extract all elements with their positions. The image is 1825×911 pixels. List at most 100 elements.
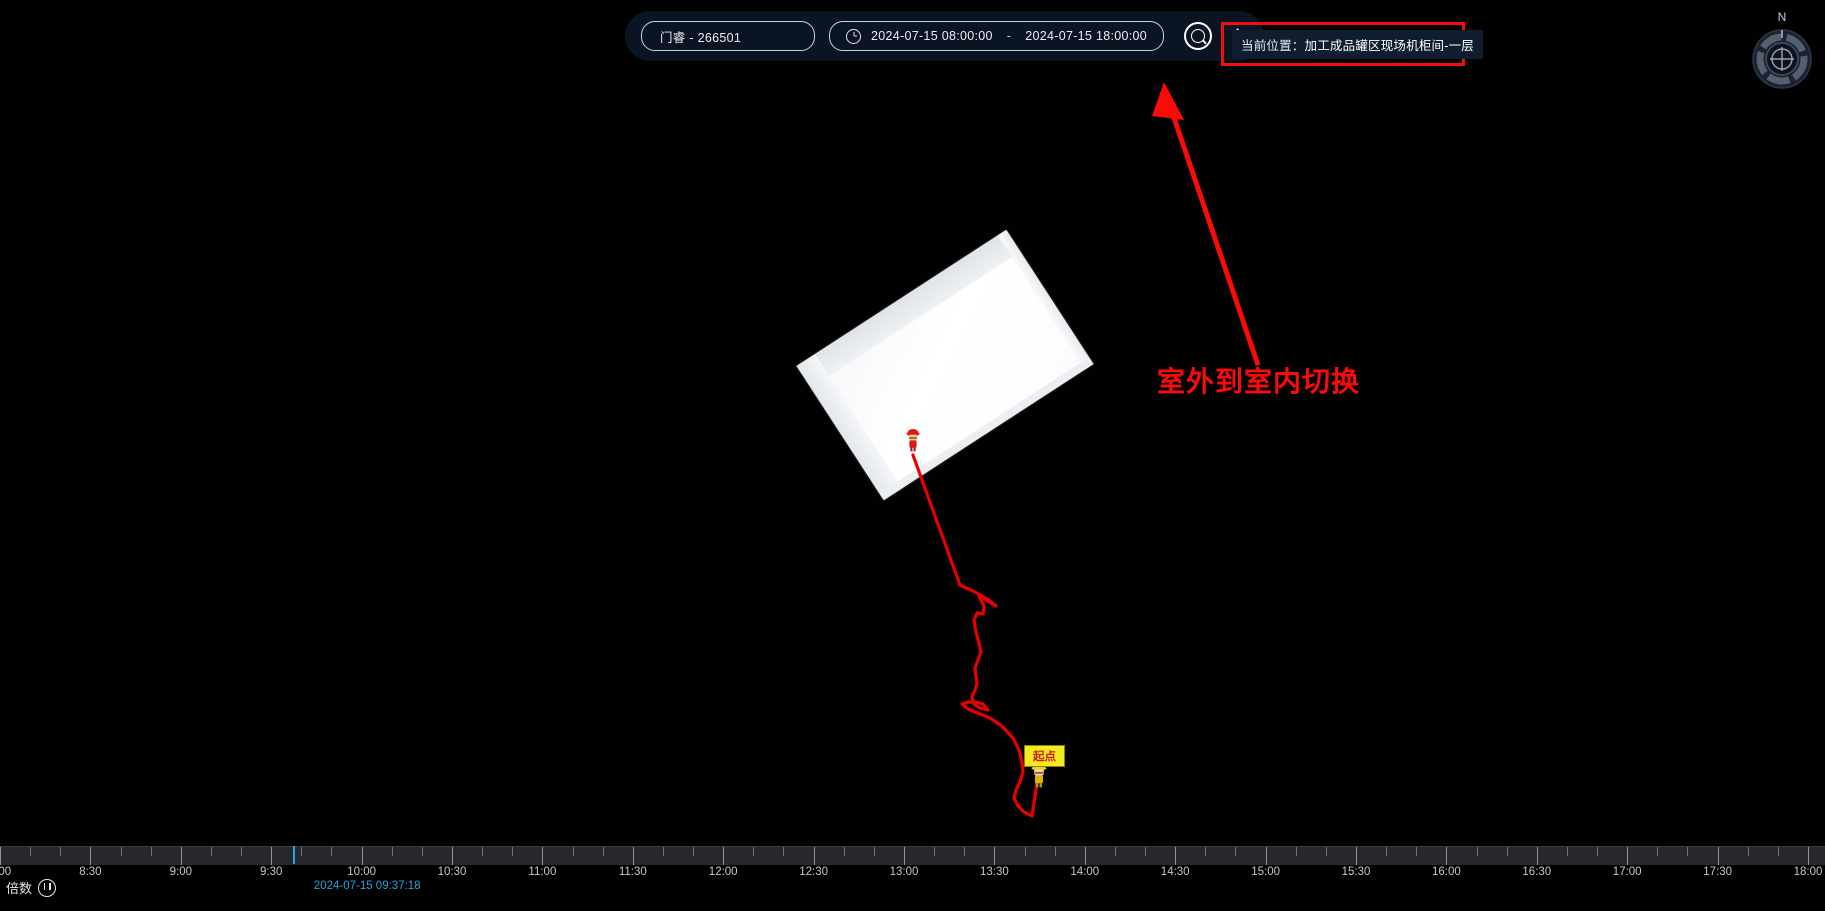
tick-major bbox=[1175, 847, 1177, 865]
building-floor-plan[interactable] bbox=[796, 229, 1094, 501]
tick-major bbox=[180, 847, 182, 865]
tick-major bbox=[994, 847, 996, 865]
annotation-arrow bbox=[1152, 82, 1261, 366]
tick-major bbox=[1356, 847, 1357, 865]
playback-timeline[interactable]: 2024-07-15 09:37:18 倍数 8:00 8:30 9:00 9:30 1… bbox=[0, 846, 1825, 911]
locate-inner-ring bbox=[1191, 29, 1206, 43]
tick-minor bbox=[150, 847, 152, 856]
tick-major bbox=[542, 847, 544, 865]
tick-label: 13:00 bbox=[889, 866, 919, 878]
tick-minor bbox=[572, 847, 574, 856]
pause-icon[interactable] bbox=[38, 878, 57, 897]
time-range-selector[interactable]: 2024-07-15 08:00:00 - 2024-07-15 18:00:0… bbox=[829, 21, 1165, 51]
tick-minor bbox=[210, 847, 212, 856]
playhead-timestamp: 2024-07-15 09:37:18 bbox=[313, 880, 421, 892]
locate-target-icon[interactable] bbox=[1184, 22, 1213, 50]
tick-label: 13:30 bbox=[980, 866, 1009, 878]
tick-minor bbox=[843, 847, 845, 856]
tick-minor bbox=[1566, 847, 1568, 856]
clock-icon bbox=[846, 28, 861, 44]
tick-label: 17:30 bbox=[1703, 866, 1732, 878]
tick-minor bbox=[1597, 847, 1599, 856]
tick-minor bbox=[391, 847, 393, 856]
indoor-position-marker[interactable] bbox=[905, 428, 921, 452]
tick-minor bbox=[1747, 847, 1749, 856]
tick-label: 12:30 bbox=[799, 866, 828, 878]
tick-minor bbox=[1657, 847, 1659, 856]
tick-minor bbox=[1325, 847, 1327, 856]
current-location-highlight-box: 当前位置：加工成品罐区现场机柜间-一层 bbox=[1221, 22, 1483, 66]
tick-label: 9:30 bbox=[259, 866, 283, 878]
tick-label: 8:00 bbox=[0, 866, 12, 878]
tick-major bbox=[361, 847, 363, 865]
tick-label: 12:00 bbox=[708, 866, 738, 878]
tick-label: 15:30 bbox=[1341, 866, 1371, 878]
tick-minor bbox=[934, 847, 936, 856]
tick-minor bbox=[1687, 847, 1689, 856]
tick-minor bbox=[662, 847, 664, 856]
tick-minor bbox=[873, 847, 875, 856]
tick-label: 8:30 bbox=[79, 866, 102, 878]
tick-minor bbox=[1145, 847, 1147, 856]
tick-minor bbox=[783, 847, 785, 856]
current-location-value: 加工成品罐区现场机柜间-一层 bbox=[1304, 38, 1474, 53]
compass-rose-icon bbox=[1752, 29, 1812, 89]
tick-minor bbox=[512, 847, 514, 856]
tick-label: 16:30 bbox=[1522, 866, 1552, 878]
tick-label: 11:00 bbox=[528, 866, 557, 878]
tick-minor bbox=[1235, 847, 1237, 856]
tick-minor bbox=[693, 847, 695, 856]
device-selector[interactable]: 门睿 - 266501 bbox=[641, 21, 815, 51]
tick-major bbox=[723, 847, 725, 865]
tick-label: 15:00 bbox=[1251, 866, 1280, 878]
tick-minor bbox=[1386, 847, 1388, 856]
tick-minor bbox=[1476, 847, 1478, 856]
range-end: 2024-07-15 18:00:00 bbox=[1025, 29, 1148, 43]
tick-minor bbox=[421, 847, 423, 856]
tick-major bbox=[90, 847, 92, 865]
tick-minor bbox=[753, 847, 755, 856]
tick-minor bbox=[964, 847, 966, 856]
tick-minor bbox=[602, 847, 604, 856]
tick-minor bbox=[331, 847, 333, 856]
top-toolbar: 门睿 - 266501 2024-07-15 08:00:00 - 2024-0… bbox=[625, 11, 1265, 61]
tick-label: 10:00 bbox=[347, 866, 376, 878]
tick-minor bbox=[1777, 847, 1779, 856]
range-separator: - bbox=[1006, 29, 1012, 43]
tick-minor bbox=[301, 847, 303, 856]
map-canvas[interactable]: 起点 N bbox=[0, 0, 1825, 846]
tick-major bbox=[1265, 847, 1267, 865]
start-point-label: 起点 bbox=[1024, 745, 1065, 767]
tick-major bbox=[1536, 847, 1538, 865]
speed-label: 倍数 bbox=[6, 881, 33, 896]
tick-label: 9:00 bbox=[169, 866, 192, 878]
current-location-chip: 当前位置：加工成品罐区现场机柜间-一层 bbox=[1232, 29, 1483, 59]
tick-major bbox=[1717, 847, 1719, 865]
tick-label: 11:30 bbox=[618, 866, 647, 878]
timeline-tick-strip[interactable] bbox=[0, 846, 1825, 865]
tick-label: 16:00 bbox=[1432, 866, 1461, 878]
compass-north-label: N bbox=[1777, 10, 1787, 24]
tick-major bbox=[1084, 847, 1086, 865]
tick-major bbox=[632, 847, 634, 865]
tick-minor bbox=[482, 847, 484, 856]
timeline-playhead[interactable] bbox=[293, 846, 296, 864]
tick-minor bbox=[60, 847, 62, 856]
tick-major bbox=[1808, 847, 1809, 865]
tick-minor bbox=[1416, 847, 1418, 856]
playback-speed-control[interactable]: 倍数 bbox=[6, 878, 57, 897]
tick-minor bbox=[241, 847, 243, 856]
tick-label: 10:30 bbox=[437, 866, 467, 878]
tick-label: 17:00 bbox=[1612, 866, 1642, 878]
tick-major bbox=[813, 847, 815, 865]
tick-minor bbox=[1295, 847, 1297, 856]
tick-minor bbox=[1506, 847, 1508, 856]
tick-major bbox=[452, 847, 453, 865]
range-start: 2024-07-15 08:00:00 bbox=[871, 29, 993, 43]
compass-control[interactable]: N bbox=[1751, 10, 1813, 90]
tick-minor bbox=[1024, 847, 1026, 856]
current-location-label: 当前位置： bbox=[1241, 38, 1305, 53]
tick-minor bbox=[1054, 847, 1056, 856]
tick-major bbox=[0, 847, 1, 865]
annotation-caption: 室外到室内切换 bbox=[1157, 366, 1361, 397]
